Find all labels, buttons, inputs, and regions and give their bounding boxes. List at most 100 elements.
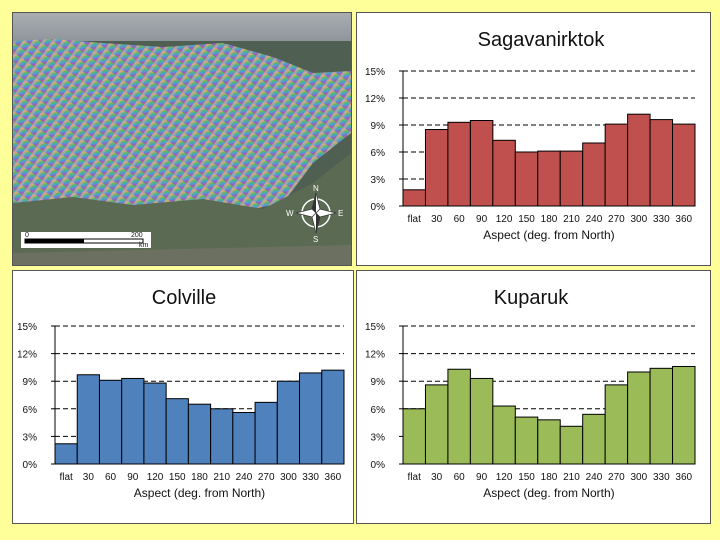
- sagavanirktok-bar-330: [649, 119, 674, 207]
- colville-bar-360: [321, 369, 345, 465]
- sagavanirktok-x-tick-label: 270: [608, 214, 625, 225]
- sagavanirktok-x-tick-label: 60: [454, 214, 466, 225]
- sagavanirktok-x-tick-label: 330: [653, 214, 670, 225]
- colville-y-tick-label: 15%: [17, 322, 37, 333]
- colville-x-tick-label: 360: [325, 472, 342, 483]
- colville-chart: Colville 0% 3% 6% 9% 12% 15% flat 30 60 90 120 150 18…: [17, 287, 345, 500]
- kuparuk-bar-270: [604, 384, 629, 465]
- sagavanirktok-x-axis-title: Aspect (deg. from North): [483, 228, 614, 242]
- sagavanirktok-bar-210: [559, 150, 584, 207]
- colville-x-tick-label: 30: [83, 472, 95, 483]
- aspect-colored-terrain: [13, 39, 351, 213]
- scale-end-label: 200: [131, 232, 143, 239]
- kuparuk-chart-title: Kuparuk: [494, 287, 569, 309]
- sagavanirktok-x-tick-label: 180: [541, 214, 558, 225]
- sagavanirktok-x-tick-label: 360: [675, 214, 692, 225]
- kuparuk-bar-60: [447, 368, 471, 465]
- sagavanirktok-chart-panel: Sagavanirktok 0% 3% 6% 9% 12% 15% flat 30 60 90 120…: [356, 12, 711, 266]
- scale-unit-label: km: [139, 242, 149, 249]
- scale-bar: 0 200 km: [21, 232, 151, 249]
- compass-n: N: [313, 184, 319, 193]
- sagavanirktok-x-tick-label: 90: [476, 214, 488, 225]
- colville-y-tick-label: 6%: [23, 405, 38, 416]
- sagavanirktok-bar-270: [604, 123, 629, 207]
- kuparuk-y-tick-label: 9%: [371, 377, 386, 388]
- kuparuk-bar-300: [627, 371, 651, 465]
- kuparuk-bar-360: [672, 365, 696, 465]
- colville-x-tick-label: 120: [147, 472, 164, 483]
- colville-x-tick-label: 90: [127, 472, 139, 483]
- colville-bar-30: [76, 374, 100, 465]
- colville-x-tick-label: 150: [169, 472, 186, 483]
- colville-x-tick-label: 240: [236, 472, 253, 483]
- sagavanirktok-bar-60: [447, 121, 471, 207]
- colville-bar-330: [299, 372, 323, 465]
- colville-x-tick-label: 180: [191, 472, 208, 483]
- sagavanirktok-y-tick-label: 9%: [371, 121, 386, 132]
- compass-s: S: [313, 235, 318, 244]
- colville-bar-300: [276, 380, 301, 465]
- kuparuk-y-tick-label: 12%: [365, 350, 385, 361]
- colville-chart-panel: Colville 0% 3% 6% 9% 12% 15% flat 30 60 90 120 150 18…: [12, 270, 354, 524]
- colville-x-tick-label: flat: [59, 472, 73, 483]
- sagavanirktok-y-tick-label: 15%: [365, 67, 385, 78]
- kuparuk-x-tick-label: 150: [518, 472, 535, 483]
- sagavanirktok-bar-180: [537, 150, 561, 207]
- colville-x-axis-title: Aspect (deg. from North): [134, 486, 265, 500]
- colville-x-tick-label: 330: [302, 472, 319, 483]
- terrain-map: 0 200 km N E S W: [12, 12, 352, 266]
- colville-bar-150: [165, 398, 189, 465]
- kuparuk-x-tick-label: 180: [541, 472, 558, 483]
- colville-bar-180: [187, 403, 212, 465]
- kuparuk-y-tick-label: 6%: [371, 405, 386, 416]
- scale-start-label: 0: [25, 232, 29, 239]
- sagavanirktok-y-tick-label: 0%: [371, 202, 386, 213]
- sagavanirktok-x-tick-label: 120: [496, 214, 513, 225]
- sagavanirktok-y-tick-label: 3%: [371, 175, 386, 186]
- kuparuk-y-tick-label: 0%: [371, 460, 386, 471]
- colville-bar-90: [121, 377, 145, 465]
- kuparuk-bar-150: [514, 416, 539, 465]
- kuparuk-x-tick-label: 90: [476, 472, 488, 483]
- kuparuk-bar-flat: [402, 408, 426, 465]
- sagavanirktok-bar-150: [514, 151, 539, 207]
- kuparuk-x-tick-label: 240: [586, 472, 603, 483]
- sagavanirktok-bar-120: [492, 139, 516, 207]
- compass-rose-icon: N E S W: [286, 184, 343, 244]
- colville-bar-120: [143, 382, 167, 465]
- compass-w: W: [286, 209, 294, 218]
- colville-x-tick-label: 210: [213, 472, 230, 483]
- kuparuk-x-tick-label: 210: [563, 472, 580, 483]
- colville-y-tick-label: 12%: [17, 350, 37, 361]
- kuparuk-bar-240: [582, 413, 606, 465]
- colville-x-tick-label: 300: [280, 472, 297, 483]
- kuparuk-bar-330: [649, 367, 674, 465]
- kuparuk-bar-90: [469, 377, 494, 465]
- kuparuk-y-tick-label: 15%: [365, 322, 385, 333]
- colville-y-tick-label: 3%: [23, 432, 38, 443]
- kuparuk-bar-210: [559, 425, 584, 465]
- sagavanirktok-bar-240: [582, 142, 606, 207]
- kuparuk-x-tick-label: 120: [496, 472, 513, 483]
- sagavanirktok-chart: Sagavanirktok 0% 3% 6% 9% 12% 15% flat 30 60 90 120…: [365, 29, 696, 242]
- sea-area: [13, 13, 351, 41]
- kuparuk-x-tick-label: flat: [408, 472, 422, 483]
- colville-bar-240: [232, 411, 256, 465]
- kuparuk-x-tick-label: 60: [454, 472, 466, 483]
- kuparuk-chart-panel: Kuparuk 0% 3% 6% 9% 12% 15% flat 30 60 90 120 150 180…: [356, 270, 711, 524]
- kuparuk-chart: Kuparuk 0% 3% 6% 9% 12% 15% flat 30 60 90 120 150 180…: [365, 287, 696, 500]
- kuparuk-x-tick-label: 330: [653, 472, 670, 483]
- colville-bar-270: [254, 401, 278, 465]
- kuparuk-bar-30: [424, 384, 449, 465]
- colville-y-tick-label: 0%: [23, 460, 38, 471]
- kuparuk-x-tick-label: 30: [431, 472, 443, 483]
- terrain-map-graphic: 0 200 km N E S W: [13, 13, 351, 265]
- colville-y-tick-label: 9%: [23, 377, 38, 388]
- kuparuk-bar-120: [492, 405, 516, 465]
- colville-chart-title: Colville: [152, 287, 216, 309]
- sagavanirktok-x-tick-label: 30: [431, 214, 443, 225]
- sagavanirktok-x-tick-label: 210: [563, 214, 580, 225]
- kuparuk-x-tick-label: 300: [631, 472, 648, 483]
- kuparuk-y-tick-label: 3%: [371, 432, 386, 443]
- colville-x-tick-label: 270: [258, 472, 275, 483]
